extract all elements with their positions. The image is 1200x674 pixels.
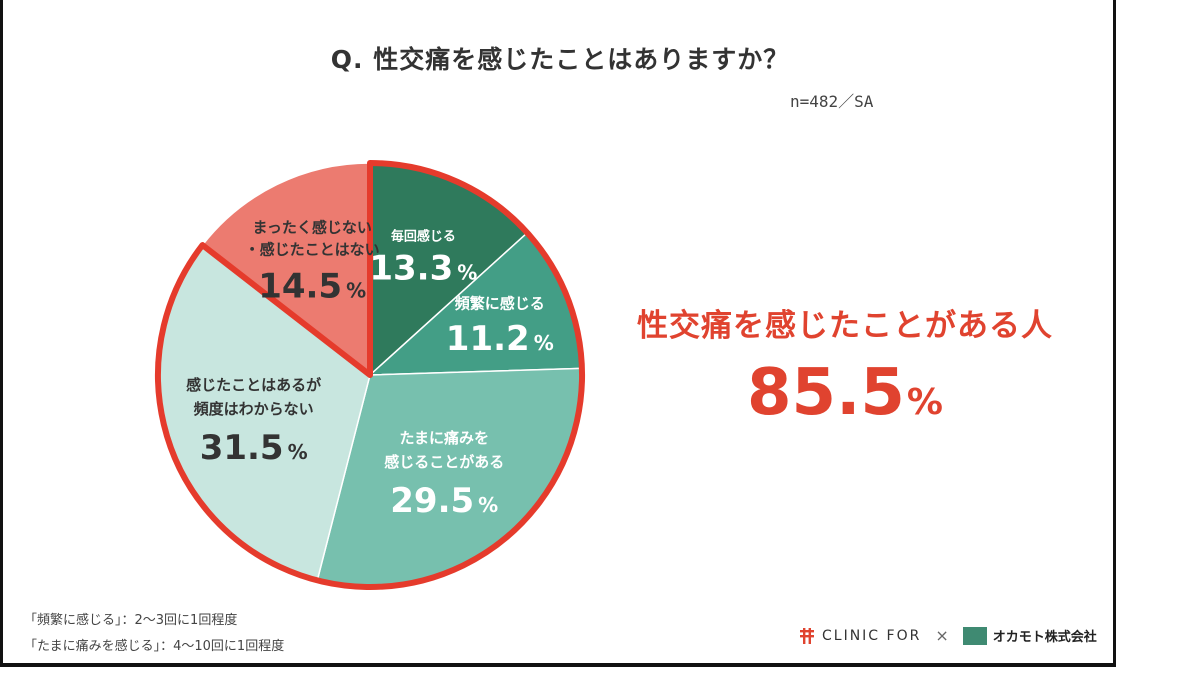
okamoto-logo: オカモト株式会社 <box>962 626 1097 645</box>
slice-label-2-line-1: 頻繁に感じる <box>455 295 545 313</box>
sponsor-logos: CLINIC FOR × オカモト株式会社 <box>798 626 1097 645</box>
slice-value-2: 11.2% <box>446 319 554 359</box>
slice-label-5-line-1: まったく感じない <box>252 219 371 237</box>
slice-value-3: 29.5% <box>390 481 498 521</box>
frame-right-border <box>1113 0 1116 667</box>
slice-label-4-line-2: 頻度はわからない <box>194 400 314 418</box>
highlight-value-number: 85.5 <box>747 356 905 430</box>
footnotes: 「頻繁に感じる」：2〜3回に1回程度 「たまに痛みを感じる」：4〜10回に1回程… <box>24 608 284 660</box>
slice-value-1: 13.3% <box>369 248 477 288</box>
highlight-outline <box>155 160 585 590</box>
footnote-occasional: 「たまに痛みを感じる」：4〜10回に1回程度 <box>24 639 285 654</box>
sample-size-note: n=482／SA <box>790 92 874 111</box>
clinic-for-mark-icon <box>800 627 814 644</box>
pie-slice-5 <box>201 162 371 377</box>
footnote-frequent: 「頻繁に感じる」：2〜3回に1回程度 <box>24 613 238 628</box>
frame-bottom-border <box>0 663 1116 667</box>
slice-value-4: 31.5% <box>200 428 308 468</box>
slice-label-3-line-2: 感じることがある <box>384 453 504 471</box>
chart-title: Q. 性交痛を感じたことはありますか？ <box>330 45 790 74</box>
slice-label-5-line-2: ・感じたことはない <box>245 241 380 259</box>
frame-left-border <box>0 0 3 666</box>
slice-label-3-line-1: たまに痛みを <box>399 429 489 447</box>
highlight-value-unit: % <box>906 382 943 423</box>
okamoto-mark-icon <box>962 626 987 645</box>
slice-value-5: 14.5% <box>258 267 366 307</box>
slice-label-4-line-1: 感じたことはあるが <box>186 376 322 394</box>
highlight-value: 85.5% <box>610 356 1080 430</box>
highlight-label: 性交痛を感じたことがある人 <box>637 308 1053 344</box>
clinic-for-text: CLINIC FOR <box>822 627 922 644</box>
okamoto-text: オカモト株式会社 <box>992 630 1097 645</box>
slice-label-1-line-1: 毎回感じる <box>391 228 456 244</box>
collab-times-symbol: × <box>935 626 949 645</box>
clinic-for-logo: CLINIC FOR <box>798 627 921 645</box>
